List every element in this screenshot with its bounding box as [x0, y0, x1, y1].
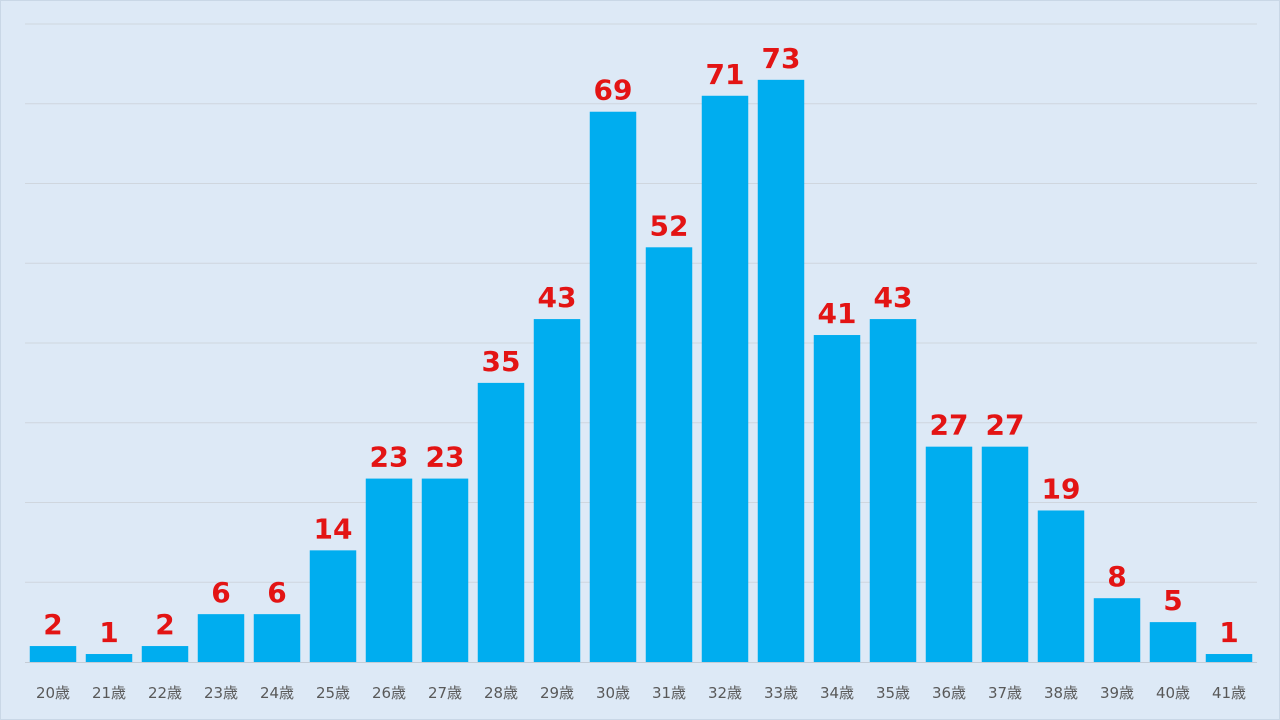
data-label-27歳: 23	[426, 441, 465, 474]
x-tick-label-39歳: 39歳	[1100, 684, 1134, 702]
bar-20歳	[29, 646, 77, 662]
bar-28歳	[477, 382, 525, 663]
bar-31歳	[645, 247, 693, 663]
x-tick-label-23歳: 23歳	[204, 684, 238, 702]
data-label-29歳: 43	[538, 281, 577, 314]
x-tick-label-26歳: 26歳	[372, 684, 406, 702]
bar-26歳	[365, 478, 413, 662]
bar-22歳	[141, 646, 189, 662]
x-tick-label-36歳: 36歳	[932, 684, 966, 702]
x-tick-label-40歳: 40歳	[1156, 684, 1190, 702]
data-label-33歳: 73	[762, 42, 801, 75]
bar-21歳	[85, 654, 133, 662]
data-label-24歳: 6	[267, 576, 286, 609]
data-label-23歳: 6	[211, 576, 230, 609]
data-label-28歳: 35	[482, 345, 521, 378]
data-label-34歳: 41	[818, 297, 857, 330]
x-tick-label-20歳: 20歳	[36, 684, 70, 702]
data-label-22歳: 2	[155, 608, 174, 641]
x-tick-label-24歳: 24歳	[260, 684, 294, 702]
bar-38歳	[1037, 510, 1085, 662]
data-label-21歳: 1	[99, 616, 118, 649]
data-label-30歳: 69	[594, 74, 633, 107]
x-tick-label-35歳: 35歳	[876, 684, 910, 702]
bar-27歳	[421, 478, 469, 662]
bar-24歳	[253, 614, 301, 662]
bar-40歳	[1149, 622, 1197, 663]
x-tick-label-41歳: 41歳	[1212, 684, 1246, 702]
data-label-37歳: 27	[986, 409, 1025, 442]
x-tick-label-22歳: 22歳	[148, 684, 182, 702]
data-label-40歳: 5	[1163, 584, 1182, 617]
x-tick-label-38歳: 38歳	[1044, 684, 1078, 702]
data-label-26歳: 23	[370, 441, 409, 474]
x-tick-label-32歳: 32歳	[708, 684, 742, 702]
x-tick-label-29歳: 29歳	[540, 684, 574, 702]
data-label-41歳: 1	[1219, 616, 1238, 649]
data-label-31歳: 52	[650, 209, 689, 242]
x-tick-label-33歳: 33歳	[764, 684, 798, 702]
bar-32歳	[701, 95, 749, 662]
bar-37歳	[981, 446, 1029, 662]
data-label-25歳: 14	[314, 512, 353, 545]
bar-41歳	[1205, 654, 1253, 662]
bar-35歳	[869, 319, 917, 662]
bar-36歳	[925, 446, 973, 662]
bar-33歳	[757, 79, 805, 662]
x-tick-label-21歳: 21歳	[92, 684, 126, 702]
x-tick-label-31歳: 31歳	[652, 684, 686, 702]
data-label-38歳: 19	[1042, 472, 1081, 505]
x-tick-label-27歳: 27歳	[428, 684, 462, 702]
x-tick-label-34歳: 34歳	[820, 684, 854, 702]
data-label-39歳: 8	[1107, 560, 1126, 593]
x-tick-label-30歳: 30歳	[596, 684, 630, 702]
bar-39歳	[1093, 598, 1141, 662]
x-tick-label-37歳: 37歳	[988, 684, 1022, 702]
data-label-35歳: 43	[874, 281, 913, 314]
bar-25歳	[309, 550, 357, 662]
bar-29歳	[533, 319, 581, 662]
bar-34歳	[813, 335, 861, 662]
x-tick-label-25歳: 25歳	[316, 684, 350, 702]
bar-23歳	[197, 614, 245, 662]
data-label-20歳: 2	[43, 608, 62, 641]
data-label-36歳: 27	[930, 409, 969, 442]
bar-30歳	[589, 111, 637, 663]
x-tick-label-28歳: 28歳	[484, 684, 518, 702]
data-label-32歳: 71	[706, 58, 745, 91]
